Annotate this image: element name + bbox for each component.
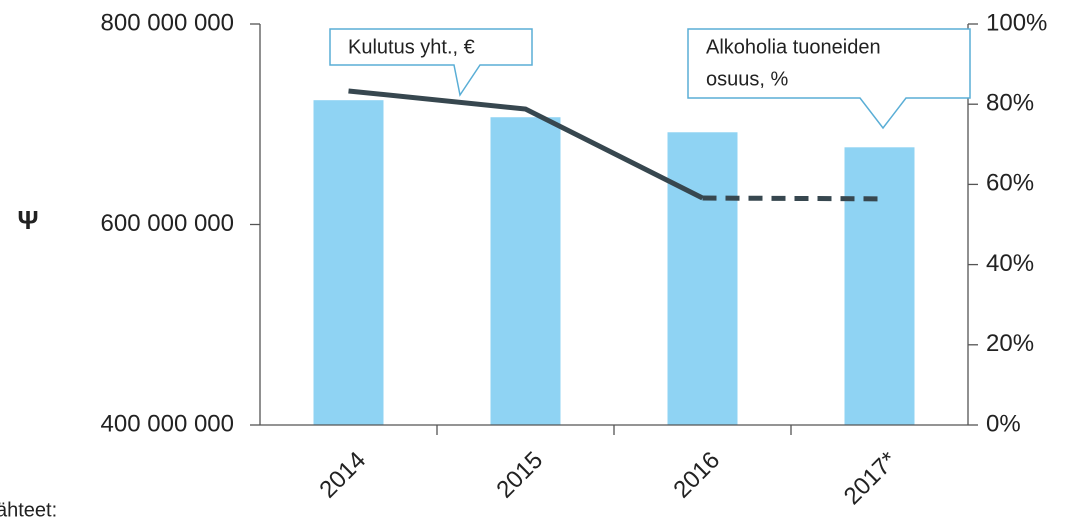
footnote: ähteet: bbox=[0, 499, 57, 519]
x-tick-label: 2015 bbox=[491, 447, 548, 504]
line-dashed bbox=[702, 195, 880, 202]
y-tick-label: 600 000 000 bbox=[101, 210, 234, 237]
callout-box bbox=[687, 28, 971, 130]
y2-tick-label: 20% bbox=[986, 330, 1034, 357]
bar bbox=[667, 132, 738, 425]
callout-text: Alkoholia tuoneiden bbox=[706, 36, 881, 58]
y-tick-label: 400 000 000 bbox=[101, 410, 234, 437]
callout-text: Kulutus yht., € bbox=[348, 36, 475, 58]
y-tick-label: 800 000 000 bbox=[101, 9, 234, 36]
bar bbox=[313, 100, 384, 425]
x-tick-label: 2017* bbox=[839, 447, 902, 510]
y-axis-label: Ψ bbox=[17, 205, 38, 235]
callout-text: osuus, % bbox=[706, 68, 788, 90]
y2-tick-label: 0% bbox=[986, 410, 1021, 437]
y2-tick-label: 100% bbox=[986, 9, 1047, 36]
bar bbox=[490, 117, 561, 426]
bar bbox=[844, 147, 915, 425]
y2-tick-label: 60% bbox=[986, 170, 1034, 197]
x-tick-label: 2014 bbox=[314, 447, 371, 504]
y2-tick-label: 40% bbox=[986, 250, 1034, 277]
x-tick-label: 2016 bbox=[668, 447, 725, 504]
y2-tick-label: 80% bbox=[986, 90, 1034, 117]
callout-box bbox=[329, 28, 533, 97]
line bbox=[348, 88, 704, 201]
